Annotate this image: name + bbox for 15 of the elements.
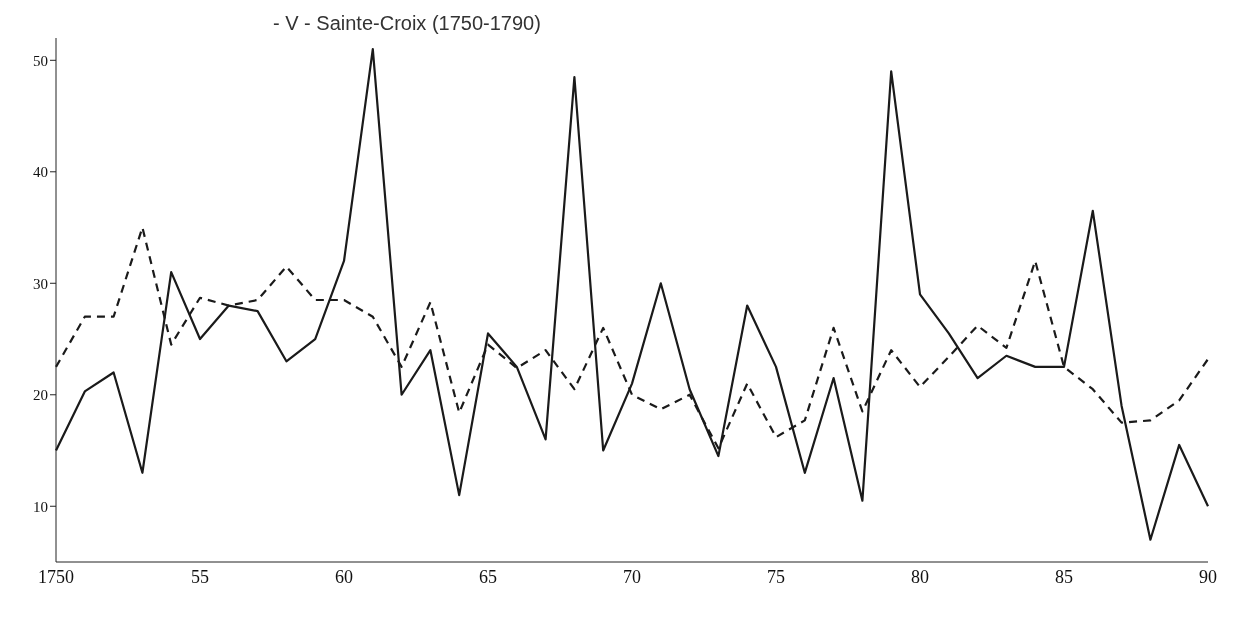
x-tick-label: 65 (479, 566, 497, 587)
x-tick-label: 55 (191, 566, 209, 587)
y-tick-label: 50 (33, 52, 48, 69)
x-tick-label: 75 (767, 566, 785, 587)
x-tick-label: 90 (1199, 566, 1217, 587)
x-tick-label: 80 (911, 566, 929, 587)
x-tick-label: 85 (1055, 566, 1073, 587)
y-tick-label: 40 (33, 164, 48, 181)
x-tick-label: 1750 (38, 566, 74, 587)
y-tick-label: 10 (33, 498, 48, 515)
chart-title: - V - Sainte-Croix (1750-1790) (273, 12, 541, 35)
x-tick-label: 70 (623, 566, 641, 587)
y-tick-label: 30 (33, 275, 48, 292)
x-tick-label: 60 (335, 566, 353, 587)
y-tick-label: 20 (33, 387, 48, 404)
